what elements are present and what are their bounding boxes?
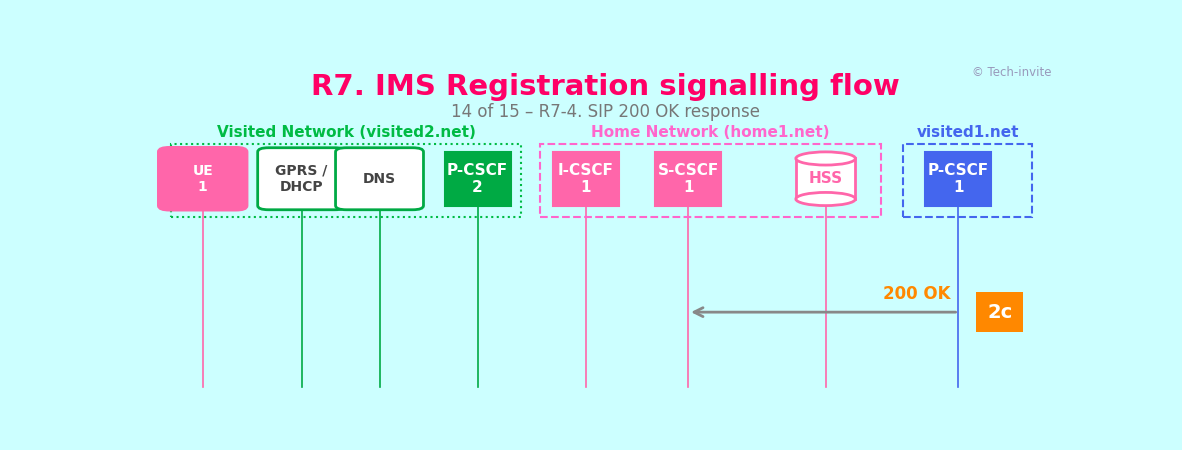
Text: visited1.net: visited1.net [916,125,1019,140]
Bar [540,144,881,217]
FancyBboxPatch shape [795,158,856,199]
FancyBboxPatch shape [336,148,423,210]
Text: UE
1: UE 1 [193,164,213,194]
Text: 200 OK: 200 OK [883,285,952,303]
Text: S-CSCF
1: S-CSCF 1 [657,162,719,195]
Text: P-CSCF
1: P-CSCF 1 [928,162,989,195]
FancyBboxPatch shape [553,152,618,206]
Text: P-CSCF
2: P-CSCF 2 [447,162,508,195]
Text: Home Network (home1.net): Home Network (home1.net) [591,125,830,140]
Bar [170,144,521,217]
Text: I-CSCF
1: I-CSCF 1 [558,162,613,195]
Text: HSS: HSS [808,171,843,186]
Text: © Tech-invite: © Tech-invite [973,66,1052,79]
Text: 2c: 2c [987,303,1012,322]
FancyBboxPatch shape [926,152,992,206]
Text: 14 of 15 – R7-4. SIP 200 OK response: 14 of 15 – R7-4. SIP 200 OK response [452,103,760,121]
FancyBboxPatch shape [976,292,1024,332]
Text: R7. IMS Registration signalling flow: R7. IMS Registration signalling flow [311,73,901,101]
Text: DNS: DNS [363,172,396,186]
FancyBboxPatch shape [258,148,345,210]
Ellipse shape [795,193,856,206]
Bar [903,144,1032,217]
FancyBboxPatch shape [158,148,247,210]
FancyBboxPatch shape [444,152,511,206]
Ellipse shape [795,152,856,165]
FancyBboxPatch shape [655,152,721,206]
Text: GPRS /
DHCP: GPRS / DHCP [275,164,327,194]
Text: Visited Network (visited2.net): Visited Network (visited2.net) [216,125,475,140]
